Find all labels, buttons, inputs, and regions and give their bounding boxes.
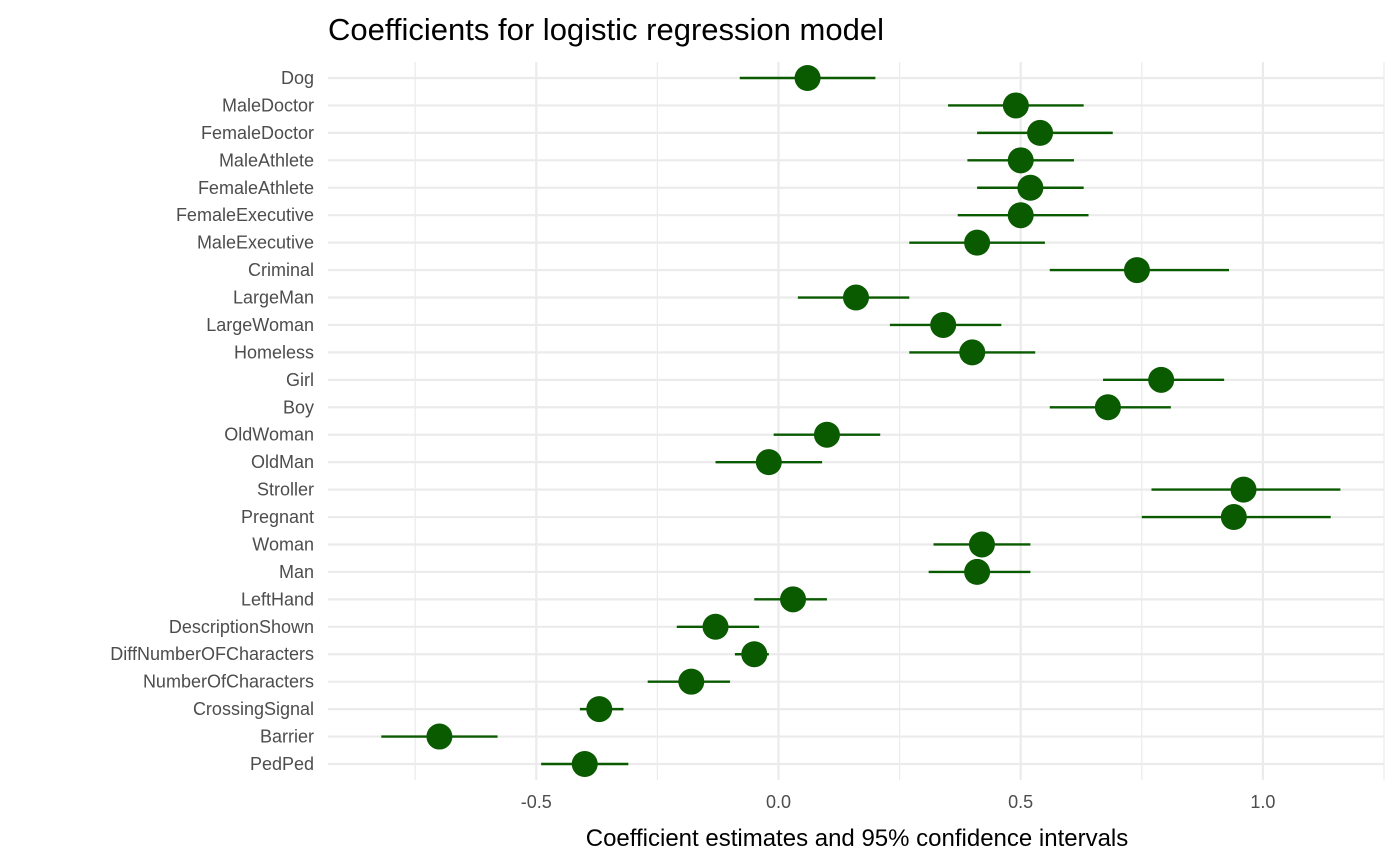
chart-title: Coefficients for logistic regression mod… xyxy=(328,12,884,47)
point-Dog xyxy=(794,65,821,91)
point-PedPed xyxy=(571,751,598,777)
x-axis-label: Coefficient estimates and 95% confidence… xyxy=(586,825,1129,852)
point-MaleDoctor xyxy=(1002,92,1029,119)
point-Criminal xyxy=(1123,257,1150,284)
category-label: Stroller xyxy=(257,480,314,500)
point-Girl xyxy=(1148,366,1175,393)
category-label: Boy xyxy=(283,397,314,417)
point-LargeWoman xyxy=(930,311,957,338)
point-FemaleAthlete xyxy=(1017,174,1044,201)
category-label: OldMan xyxy=(251,452,314,472)
category-label: DiffNumberOFCharacters xyxy=(110,644,314,664)
category-label: Dog xyxy=(281,68,314,88)
category-label: Pregnant xyxy=(241,507,314,527)
x-tick-labels: -0.5 0.0 0.5 1.0 xyxy=(521,792,1276,812)
category-label: Woman xyxy=(252,534,314,554)
point-DiffNumberOFCharacters xyxy=(741,641,768,668)
category-label: MaleAthlete xyxy=(219,150,314,170)
category-label: LargeMan xyxy=(233,288,314,308)
point-LeftHand xyxy=(780,586,807,613)
x-tick-label: 0.0 xyxy=(766,792,791,812)
category-label: OldWoman xyxy=(224,425,314,445)
category-label: MaleDoctor xyxy=(222,95,314,115)
point-Barrier xyxy=(426,723,453,750)
category-labels: Dog MaleDoctor FemaleDoctor MaleAthlete Fema… xyxy=(110,68,314,774)
point-LargeMan xyxy=(843,284,869,311)
point-DescriptionShown xyxy=(702,613,729,640)
point-Man xyxy=(964,558,991,585)
point-Stroller xyxy=(1230,476,1257,503)
category-label: Barrier xyxy=(260,727,314,747)
category-label: MaleExecutive xyxy=(197,233,314,253)
estimate-points xyxy=(426,65,1257,777)
point-Homeless xyxy=(959,339,986,366)
category-label: Criminal xyxy=(248,260,314,280)
category-label: FemaleDoctor xyxy=(201,123,314,143)
category-label: Girl xyxy=(286,370,314,390)
point-FemaleExecutive xyxy=(1007,202,1034,229)
point-NumberOfCharacters xyxy=(678,668,705,695)
point-OldWoman xyxy=(813,421,840,448)
point-FemaleDoctor xyxy=(1027,119,1054,146)
point-Pregnant xyxy=(1220,504,1247,531)
category-label: FemaleAthlete xyxy=(198,178,314,198)
category-label: Man xyxy=(279,562,314,582)
point-MaleAthlete xyxy=(1007,147,1034,174)
point-CrossingSignal xyxy=(586,696,613,723)
x-tick-label: 0.5 xyxy=(1008,792,1033,812)
category-label: NumberOfCharacters xyxy=(143,672,314,692)
category-label: LeftHand xyxy=(241,589,314,609)
category-label: DescriptionShown xyxy=(169,617,314,637)
point-Boy xyxy=(1094,394,1121,421)
category-label: FemaleExecutive xyxy=(176,205,314,225)
point-OldMan xyxy=(755,449,782,476)
grid xyxy=(328,62,1385,780)
point-MaleExecutive xyxy=(964,229,991,256)
category-label: PedPed xyxy=(250,754,314,774)
x-tick-label: 1.0 xyxy=(1250,792,1275,812)
category-label: Homeless xyxy=(234,342,314,362)
confidence-intervals xyxy=(381,76,1341,766)
category-label: CrossingSignal xyxy=(193,699,314,719)
category-label: LargeWoman xyxy=(206,315,314,335)
point-Woman xyxy=(968,531,995,558)
x-tick-label: -0.5 xyxy=(521,792,552,812)
